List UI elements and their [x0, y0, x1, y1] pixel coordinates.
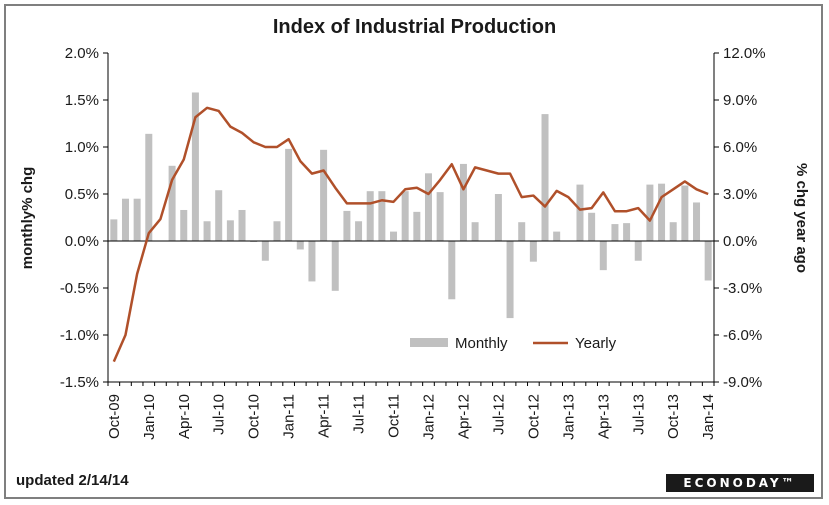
monthly-bar	[401, 191, 409, 241]
monthly-bar	[226, 220, 234, 241]
legend-yearly-label: Yearly	[575, 335, 617, 352]
yearly-line	[112, 106, 709, 363]
monthly-bar	[238, 209, 246, 241]
legend-monthly-label: Monthly	[455, 335, 508, 352]
monthly-bar	[681, 185, 689, 241]
right-y-tick-label: -6.0%	[723, 327, 762, 344]
x-tick-label: Oct-12	[525, 394, 542, 439]
monthly-bar	[471, 222, 479, 241]
monthly-bar	[285, 148, 293, 241]
monthly-bar	[693, 202, 701, 241]
monthly-bar	[121, 198, 129, 241]
right-y-tick-label: -3.0%	[723, 280, 762, 297]
left-y-tick-label: -1.5%	[60, 374, 99, 391]
updated-label: updated 2/14/14	[16, 472, 129, 489]
monthly-bar	[145, 133, 153, 241]
x-tick-label: Apr-12	[455, 394, 472, 439]
monthly-bar	[553, 231, 561, 241]
monthly-bar	[506, 241, 514, 319]
monthly-bar	[413, 211, 421, 241]
monthly-bar	[529, 241, 537, 262]
monthly-bar	[308, 241, 316, 282]
monthly-bar	[331, 241, 339, 291]
x-tick-label: Jan-11	[281, 394, 298, 439]
monthly-bar	[704, 241, 712, 281]
monthly-bar	[110, 219, 118, 241]
monthly-bar	[180, 209, 188, 241]
monthly-bar	[273, 221, 281, 241]
monthly-bar	[378, 191, 386, 241]
monthly-bar	[215, 190, 223, 241]
monthly-bar	[646, 184, 654, 241]
monthly-bar	[296, 241, 304, 250]
x-tick-label: Jul-10	[211, 394, 228, 435]
x-tick-label: Oct-09	[106, 394, 123, 439]
monthly-bar	[599, 241, 607, 271]
monthly-bar	[203, 221, 211, 241]
x-tick-label: Jul-13	[630, 394, 647, 435]
monthly-bar	[366, 191, 374, 241]
x-tick-label: Jan-12	[420, 394, 437, 440]
right-y-tick-label: 9.0%	[723, 92, 757, 109]
x-tick-label: Oct-10	[246, 394, 263, 439]
right-y-axis-title: % chg year ago	[793, 163, 810, 273]
x-tick-label: Apr-10	[176, 394, 193, 439]
right-y-tick-label: -9.0%	[723, 374, 762, 391]
monthly-bar	[436, 192, 444, 241]
x-tick-label: Jul-11	[351, 394, 368, 434]
right-y-tick-label: 3.0%	[723, 186, 757, 203]
right-y-tick-label: 12.0%	[723, 45, 766, 62]
monthly-bar	[576, 184, 584, 241]
x-tick-label: Jan-10	[141, 394, 158, 440]
chart-title: Index of Industrial Production	[272, 16, 557, 38]
monthly-bar	[459, 163, 467, 241]
left-y-tick-label: -1.0%	[60, 327, 99, 344]
left-y-tick-label: -0.5%	[60, 280, 99, 297]
monthly-bar	[611, 224, 619, 241]
monthly-bar	[448, 241, 456, 300]
chart-frame	[4, 4, 823, 499]
left-y-tick-label: 1.0%	[65, 139, 99, 156]
left-y-tick-label: 0.0%	[65, 233, 99, 250]
monthly-bar	[168, 165, 176, 241]
left-y-tick-label: 0.5%	[65, 186, 99, 203]
monthly-bar	[390, 231, 398, 241]
monthly-bar	[320, 149, 328, 241]
x-tick-label: Apr-13	[595, 394, 612, 439]
x-tick-label: Oct-11	[386, 394, 403, 438]
econoday-logo: ECONODAY™	[666, 474, 814, 492]
monthly-bar	[541, 114, 549, 241]
monthly-bar	[658, 183, 666, 241]
monthly-bar	[518, 222, 526, 241]
monthly-bar	[261, 241, 269, 261]
monthly-bar	[191, 92, 199, 241]
monthly-bar	[424, 173, 432, 241]
monthly-bar	[133, 198, 141, 241]
left-y-axis-title: monthly% chg	[19, 167, 36, 270]
x-tick-label: Jan-13	[560, 394, 577, 440]
x-tick-label: Apr-11	[316, 394, 333, 438]
x-tick-label: Jan-14	[700, 394, 717, 440]
legend-monthly-swatch	[410, 338, 448, 347]
monthly-bar	[494, 194, 502, 241]
right-y-tick-label: 6.0%	[723, 139, 757, 156]
x-tick-label: Jul-12	[490, 394, 507, 435]
monthly-bar	[669, 222, 677, 241]
left-y-tick-label: 2.0%	[65, 45, 99, 62]
monthly-bar	[634, 241, 642, 261]
x-tick-label: Oct-13	[665, 394, 682, 439]
left-y-tick-label: 1.5%	[65, 92, 99, 109]
right-y-tick-label: 0.0%	[723, 233, 757, 250]
monthly-bar	[623, 223, 631, 241]
monthly-bar	[343, 210, 351, 241]
monthly-bar	[588, 212, 596, 241]
monthly-bar	[355, 221, 363, 241]
